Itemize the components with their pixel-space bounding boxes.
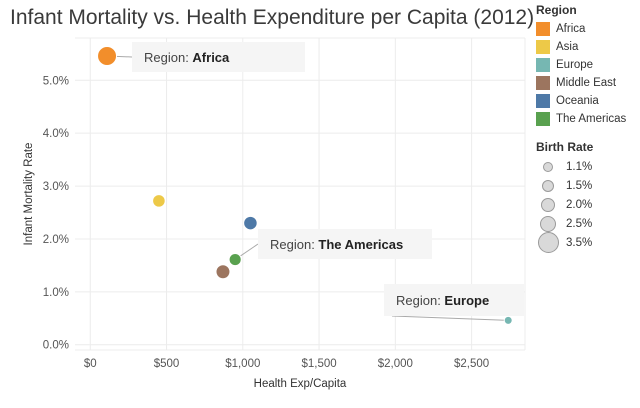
chart-title: Infant Mortality vs. Health Expenditure … — [10, 6, 535, 29]
x-tick-label: $1,000 — [225, 358, 260, 370]
birth-rate-legend: Birth Rate 1.1% 1.5% 2.0% 2.5% 3.5% — [536, 140, 594, 253]
data-point-oceania — [243, 215, 258, 231]
annotation-value: The Americas — [318, 237, 403, 252]
region-legend-item[interactable]: Oceania — [536, 92, 626, 110]
birth-rate-legend-item[interactable]: 2.5% — [536, 214, 593, 233]
region-legend-label: Europe — [556, 59, 594, 71]
birth-rate-legend-item[interactable]: 1.1% — [536, 157, 593, 176]
region-legend-item[interactable]: Asia — [536, 38, 626, 56]
region-legend-label: Oceania — [556, 95, 599, 107]
birth-rate-legend-label: 2.0% — [566, 198, 593, 211]
region-legend-label: The Americas — [556, 113, 627, 125]
y-tick-label: 3.0% — [43, 181, 69, 193]
data-point-africa — [97, 45, 118, 66]
x-tick-label: $2,500 — [454, 358, 489, 370]
region-swatch — [536, 76, 550, 90]
annotation-value: Africa — [192, 50, 230, 65]
birth-rate-swatch-wrap — [536, 161, 560, 172]
data-point-middle-east — [215, 264, 231, 280]
y-tick-label: 2.0% — [43, 234, 69, 246]
data-point-asia — [152, 194, 166, 208]
region-swatch — [536, 94, 550, 108]
annotation-prefix: Region: — [144, 50, 192, 65]
data-point-the-americas — [228, 253, 242, 267]
annotation-box — [258, 229, 432, 259]
birth-rate-legend-item[interactable]: 2.0% — [536, 195, 593, 214]
birth-rate-legend-label: 2.5% — [566, 217, 593, 230]
birth-rate-swatch-wrap — [536, 232, 560, 253]
annotation-leader-line — [391, 315, 509, 321]
region-swatch — [536, 112, 550, 126]
birth-rate-swatch-wrap — [536, 179, 560, 192]
birth-rate-legend-label: 1.5% — [566, 179, 593, 192]
birth-rate-legend-title: Birth Rate — [536, 140, 594, 154]
annotation-label: Region: The Americas — [270, 237, 403, 252]
region-legend-item[interactable]: Europe — [536, 56, 626, 74]
y-axis-title: Infant Mortality Rate — [23, 143, 35, 246]
data-point-europe — [503, 315, 513, 325]
birth-rate-swatch-wrap — [536, 215, 560, 232]
birth-rate-circle — [543, 161, 553, 172]
region-legend-item[interactable]: Middle East — [536, 74, 626, 92]
region-legend-title: Region — [536, 3, 577, 17]
y-tick-label: 4.0% — [43, 128, 69, 140]
x-tick-label: $2,000 — [378, 358, 413, 370]
y-tick-label: 5.0% — [43, 75, 69, 87]
region-swatch — [536, 58, 550, 72]
region-swatch — [536, 40, 550, 54]
birth-rate-legend-item[interactable]: 3.5% — [536, 232, 593, 253]
region-legend-label: Middle East — [556, 77, 617, 89]
annotation-prefix: Region: — [396, 293, 444, 308]
annotation-label: Region: Africa — [144, 50, 230, 65]
annotation-value: Europe — [444, 293, 489, 308]
region-legend-item[interactable]: Africa — [536, 20, 626, 38]
x-tick-label: $0 — [84, 358, 97, 370]
region-legend-label: Africa — [556, 23, 586, 35]
region-legend-label: Asia — [556, 41, 579, 53]
region-swatch — [536, 22, 550, 36]
x-tick-label: $500 — [154, 358, 180, 370]
birth-rate-circle — [541, 197, 555, 212]
annotation-prefix: Region: — [270, 237, 318, 252]
annotation-box — [384, 284, 524, 316]
birth-rate-legend-label: 3.5% — [566, 236, 593, 249]
y-tick-label: 0.0% — [43, 340, 69, 352]
birth-rate-legend-label: 1.1% — [566, 160, 593, 173]
annotation-label: Region: Europe — [396, 293, 489, 308]
birth-rate-swatch-wrap — [536, 197, 560, 212]
birth-rate-legend-item[interactable]: 1.5% — [536, 176, 593, 195]
annotation-box — [132, 42, 305, 72]
x-axis-title: Health Exp/Capita — [254, 378, 347, 390]
birth-rate-circle — [537, 232, 559, 253]
region-legend-item[interactable]: The Americas — [536, 110, 626, 128]
x-tick-label: $1,500 — [301, 358, 336, 370]
y-tick-label: 1.0% — [43, 287, 69, 299]
region-legend: Region Africa Asia Europe Middle East Oceani… — [536, 3, 626, 128]
birth-rate-circle — [542, 179, 554, 192]
birth-rate-circle — [540, 215, 556, 232]
